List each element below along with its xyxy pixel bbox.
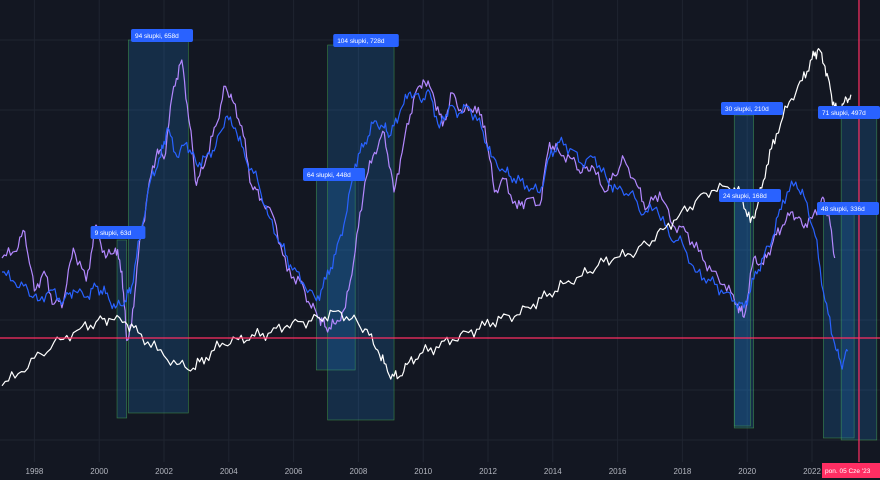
- x-tick-label: 1998: [26, 467, 44, 476]
- x-tick-label: 2020: [738, 467, 756, 476]
- x-tick-label: 2018: [674, 467, 692, 476]
- zone-label-bg: [818, 106, 880, 119]
- current-date-label-text: pon. 05 Cze '23: [825, 468, 871, 475]
- zone-label-bg: [719, 189, 781, 202]
- grid-lines: [0, 0, 880, 462]
- zone-label-bg: [817, 202, 879, 215]
- zone-6: [823, 209, 855, 439]
- zone-label-bg: [303, 168, 365, 181]
- x-tick-label: 2002: [155, 467, 173, 476]
- series-lines: [1, 48, 852, 387]
- x-tick-label: 2010: [414, 467, 432, 476]
- current-date-label: pon. 05 Cze '23: [822, 463, 880, 478]
- zone-labels: 9 słupki, 63d 94 słupki, 658d 64 słupki, 4…: [90, 29, 880, 239]
- zone-label: 104 słupki, 728d: [337, 38, 385, 45]
- series-white-line: [1, 48, 852, 387]
- zone-label-bg: [333, 34, 399, 47]
- zone-label: 24 słupki, 168d: [723, 193, 767, 200]
- zone-label-bg: [131, 29, 193, 42]
- zone-label-bg: [721, 102, 783, 115]
- zone-label: 48 słupki, 336d: [821, 206, 865, 213]
- zone-label: 64 słupki, 448d: [307, 172, 351, 179]
- x-axis: 1998 2000 2002 2004 2006 2008 2010 2012 2014 2016…: [26, 467, 822, 476]
- x-tick-label: 2008: [350, 467, 368, 476]
- x-tick-label: 2000: [90, 467, 108, 476]
- zone-0: [116, 239, 128, 419]
- zone-label: 94 słupki, 658d: [135, 33, 179, 40]
- series-blue-line: [1, 89, 849, 370]
- x-tick-label: 2022: [803, 467, 821, 476]
- x-tick-label: 2016: [609, 467, 627, 476]
- x-tick-label: 2006: [285, 467, 303, 476]
- zone-label: 71 słupki, 497d: [822, 110, 866, 117]
- zone-label: 9 słupki, 63d: [95, 230, 132, 237]
- zone-label-bg: [90, 226, 146, 239]
- x-tick-label: 2014: [544, 467, 562, 476]
- current-date-label-bg: [822, 463, 880, 478]
- x-tick-label: 2012: [479, 467, 497, 476]
- x-tick-label: 2004: [220, 467, 238, 476]
- zone-label: 30 słupki, 210d: [725, 106, 769, 113]
